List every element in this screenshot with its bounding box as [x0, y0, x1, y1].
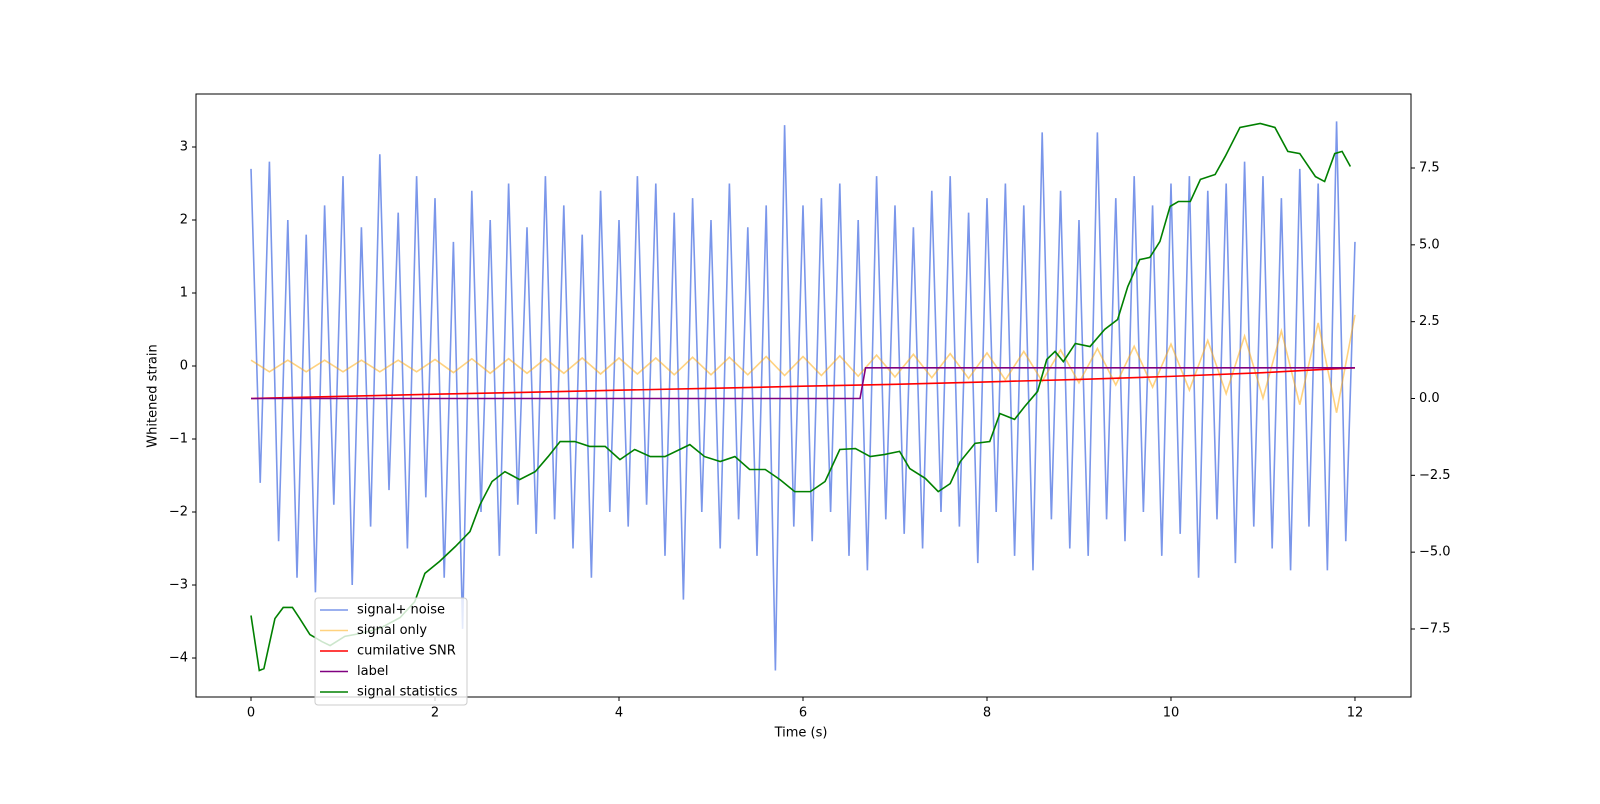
x-tick-label: 12	[1347, 706, 1364, 721]
y-tick-label: 0	[180, 359, 188, 374]
x-tick-label: 2	[431, 706, 439, 721]
legend-label: signal statistics	[357, 685, 458, 700]
y2-tick-label: −2.5	[1419, 468, 1451, 483]
x-tick-label: 10	[1163, 706, 1180, 721]
y-tick-label: 2	[180, 213, 188, 228]
y2-tick-label: 0.0	[1419, 391, 1440, 406]
series-line	[251, 366, 1355, 400]
y-tick-label: −3	[169, 578, 188, 593]
legend-label: label	[357, 664, 388, 679]
y-axis-label: Whitened strain	[146, 344, 161, 447]
y-tick-label: −4	[169, 651, 188, 666]
legend-label: signal only	[357, 623, 427, 638]
series-line	[250, 122, 1352, 672]
series-line	[250, 314, 1356, 413]
y2-tick-label: −7.5	[1419, 621, 1451, 636]
legend-box	[314, 597, 468, 706]
x-tick-label: 8	[983, 706, 991, 721]
y2-tick-label: −5.0	[1419, 545, 1451, 560]
y-tick-label: −1	[169, 432, 188, 447]
legend-label: cumilative SNR	[357, 644, 456, 659]
x-tick-label: 6	[799, 706, 807, 721]
series-line	[250, 366, 1356, 400]
plot-frame	[195, 93, 1412, 698]
x-tick-label: 4	[615, 706, 623, 721]
y-tick-label: 3	[180, 139, 188, 154]
y2-tick-label: 2.5	[1419, 314, 1440, 329]
y2-tick-label: 5.0	[1419, 237, 1440, 252]
x-tick-label: 0	[247, 706, 255, 721]
series-line	[250, 121, 1356, 671]
x-axis-label: Time (s)	[774, 726, 828, 741]
y2-tick-label: 7.5	[1419, 161, 1440, 176]
legend-label: signal+ noise	[357, 603, 445, 618]
y-tick-label: 1	[180, 286, 188, 301]
y-tick-label: −2	[169, 505, 188, 520]
